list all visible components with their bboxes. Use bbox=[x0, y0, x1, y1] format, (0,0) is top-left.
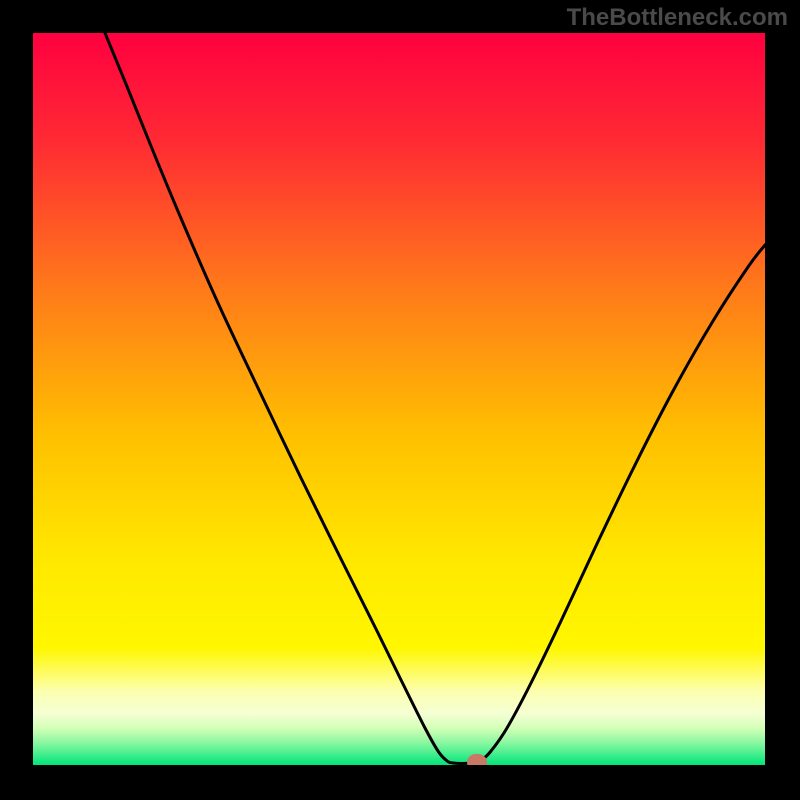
chart-frame bbox=[0, 0, 800, 800]
curve-path bbox=[105, 33, 765, 763]
bottleneck-curve bbox=[33, 33, 765, 765]
watermark-text: TheBottleneck.com bbox=[567, 4, 788, 32]
optimum-marker bbox=[467, 754, 487, 765]
gradient-background bbox=[33, 33, 765, 765]
